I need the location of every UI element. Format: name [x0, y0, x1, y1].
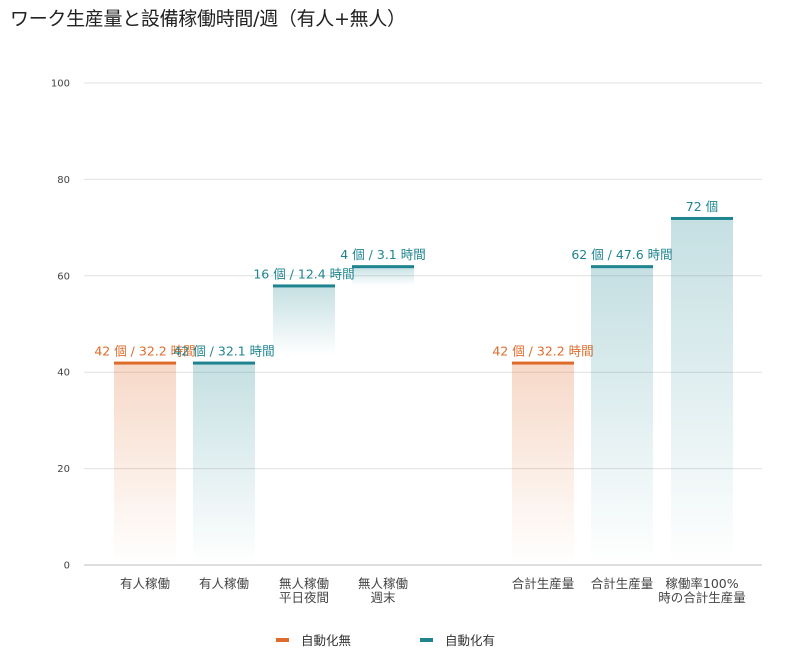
x-category-label: 有人稼働	[120, 576, 170, 591]
data-label-4: 4 個 / 3.1 時間	[340, 247, 425, 262]
bar-7[interactable]	[671, 217, 733, 565]
legend: 自動化無 自動化有	[0, 630, 790, 650]
bar-top-line-7	[671, 216, 733, 220]
bar-top-line-3	[273, 284, 335, 288]
bar-4[interactable]	[352, 266, 414, 286]
data-label-5: 42 個 / 32.2 時間	[492, 344, 593, 359]
bar-5[interactable]	[512, 362, 574, 565]
data-label-3: 16 個 / 12.4 時間	[253, 266, 354, 281]
x-category-label: 有人稼働	[199, 576, 249, 591]
x-category-label: 無人稼働	[358, 576, 408, 591]
legend-item-manual[interactable]: 自動化無	[276, 630, 351, 649]
x-category-label: 平日夜間	[279, 590, 329, 605]
bar-top-line-6	[591, 265, 653, 269]
bar-top-line-4	[352, 265, 414, 269]
bar-top-line-1	[114, 361, 176, 365]
bar-3[interactable]	[273, 285, 335, 356]
legend-label-auto: 自動化有	[445, 633, 496, 648]
x-category-label: 時の合計生産量	[658, 590, 746, 605]
y-tick-label: 20	[57, 464, 70, 475]
bar-6[interactable]	[591, 266, 653, 565]
legend-label-manual: 自動化無	[301, 633, 352, 648]
data-label-6: 62 個 / 47.6 時間	[571, 247, 672, 262]
y-tick-label: 0	[64, 561, 70, 572]
bar-top-line-5	[512, 361, 574, 365]
bar-2[interactable]	[193, 362, 255, 565]
y-tick-label: 60	[57, 271, 70, 282]
legend-swatch-manual	[276, 637, 289, 642]
legend-swatch-auto	[420, 637, 433, 642]
x-category-label: 無人稼働	[279, 576, 329, 591]
y-tick-label: 40	[57, 368, 70, 379]
chart-title: ワーク生産量と設備稼働時間/週（有人+無人）	[10, 8, 406, 30]
x-category-label: 週末	[370, 590, 396, 605]
bar-top-line-2	[193, 361, 255, 365]
y-tick-label: 80	[57, 175, 70, 186]
x-category-label: 合計生産量	[512, 576, 575, 591]
data-label-1: 42 個 / 32.2 時間	[94, 344, 195, 359]
data-label-2: 42 個 / 32.1 時間	[173, 344, 274, 359]
legend-item-auto[interactable]: 自動化有	[420, 630, 495, 649]
bar-1[interactable]	[114, 362, 176, 565]
y-tick-label: 100	[51, 79, 70, 90]
data-label-7: 72 個	[686, 199, 718, 214]
x-category-label: 合計生産量	[591, 576, 654, 591]
x-category-label: 稼働率100%	[665, 576, 738, 591]
